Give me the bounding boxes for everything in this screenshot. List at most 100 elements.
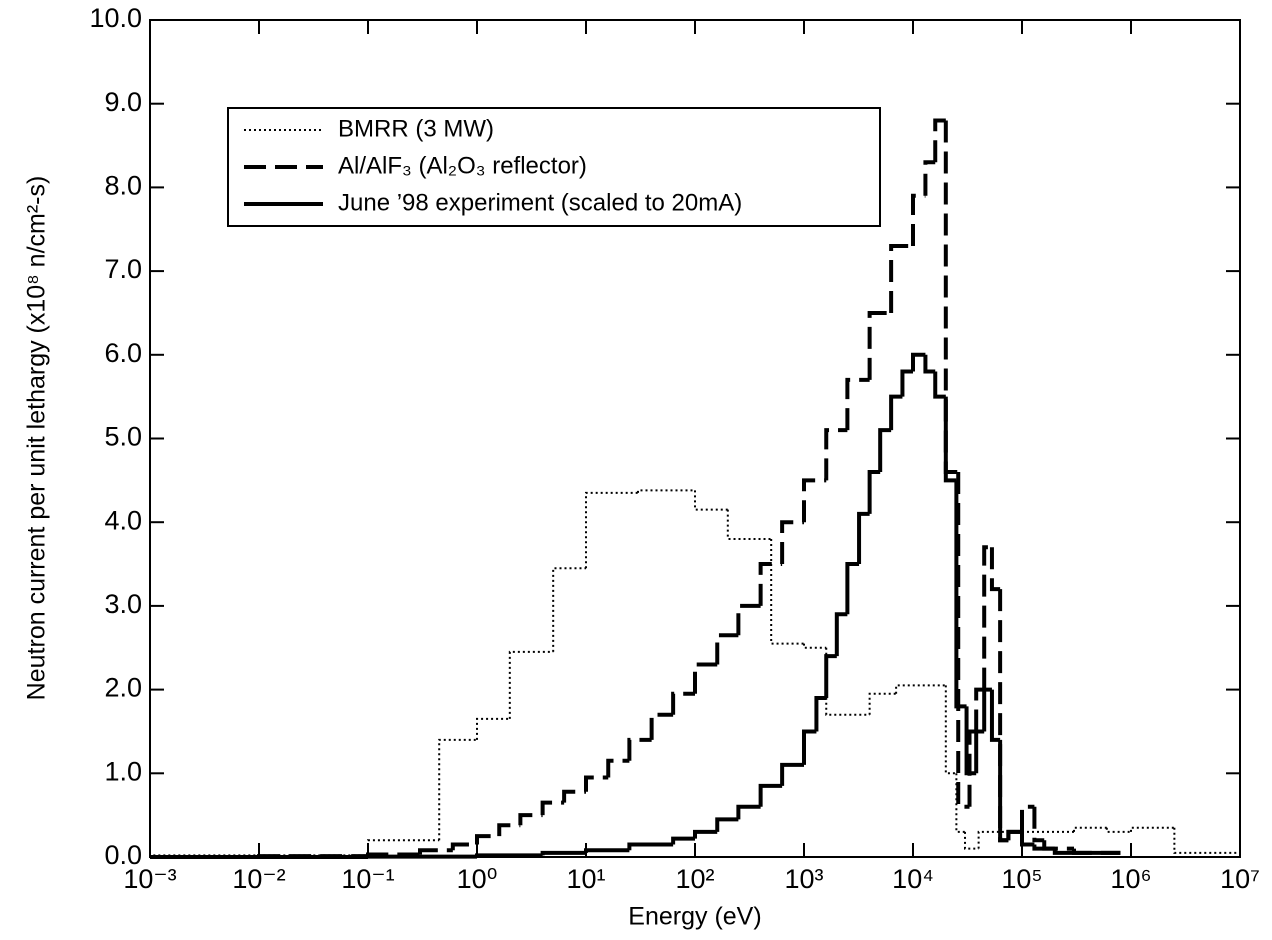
histogram-step <box>780 520 804 565</box>
histogram-step <box>982 687 992 732</box>
histogram-step <box>974 687 985 732</box>
histogram-step <box>1073 826 1107 832</box>
histogram-step <box>1130 826 1175 832</box>
histogram-step <box>867 469 881 514</box>
histogram-step <box>671 691 695 715</box>
histogram-step <box>989 689 1001 742</box>
histogram-step <box>726 509 772 540</box>
histogram-step <box>845 562 860 615</box>
histogram-step <box>758 562 783 606</box>
histogram-step <box>649 712 674 740</box>
histogram-step <box>758 783 783 807</box>
histogram-step <box>540 850 586 856</box>
histogram-step <box>693 829 718 839</box>
histogram-step <box>964 831 979 850</box>
y-tick-label: 8.0 <box>104 171 142 201</box>
histogram-step <box>889 243 913 313</box>
x-tick-label: 10⁻¹ <box>341 864 394 894</box>
histogram-step <box>802 729 817 765</box>
histogram-step <box>889 394 903 431</box>
histogram-step <box>878 428 892 472</box>
histogram-step <box>585 491 639 569</box>
histogram-step <box>770 538 804 645</box>
histogram-step <box>552 567 586 652</box>
histogram-step <box>814 695 827 732</box>
histogram-step <box>911 352 926 372</box>
histogram-step <box>982 545 992 690</box>
histogram-step <box>933 118 946 163</box>
histogram-step <box>1020 831 1035 847</box>
histogram-step <box>780 762 804 786</box>
x-tick-label: 10⁷ <box>1220 864 1260 894</box>
histogram-step <box>845 377 870 431</box>
histogram-step <box>736 804 761 820</box>
histogram-step <box>1105 827 1131 833</box>
histogram-step <box>900 369 913 397</box>
x-tick-label: 10⁶ <box>1110 864 1151 894</box>
x-axis-label: Energy (eV) <box>628 903 761 931</box>
histogram-step <box>989 547 1001 592</box>
y-tick-label: 6.0 <box>104 338 142 368</box>
y-tick-label: 4.0 <box>104 505 142 535</box>
legend-label: Al/AlF₃ (Al₂O₃ reflector) <box>338 152 587 179</box>
histogram-step <box>954 480 967 709</box>
histogram-step <box>562 789 586 803</box>
histogram-step <box>964 706 977 776</box>
histogram-step <box>868 692 897 715</box>
y-tick-label: 0.0 <box>104 840 142 870</box>
x-tick-label: 10² <box>675 864 714 894</box>
histogram-step <box>736 603 761 636</box>
histogram-step <box>857 511 870 565</box>
histogram-step <box>911 193 926 246</box>
histogram-step <box>802 478 827 523</box>
histogram-step <box>923 160 936 196</box>
histogram-step <box>825 647 870 716</box>
y-tick-label: 9.0 <box>104 87 142 117</box>
legend: BMRR (3 MW) Al/AlF₃ (Al₂O₃ reflector) June… <box>227 107 881 227</box>
histogram-step <box>694 490 728 511</box>
plot-frame <box>149 19 1241 858</box>
histogram-step <box>895 684 946 694</box>
histogram-step <box>418 848 453 855</box>
y-tick-label: 1.0 <box>104 756 142 786</box>
histogram-step <box>834 612 848 657</box>
histogram-step <box>671 836 695 845</box>
histogram-step <box>998 739 1009 843</box>
histogram-step <box>1006 829 1022 841</box>
y-tick-label: 7.0 <box>104 254 142 284</box>
histogram-step <box>967 729 977 807</box>
histogram-step <box>627 737 652 761</box>
histogram-step <box>693 662 718 694</box>
histogram-step <box>497 823 521 837</box>
histogram-step <box>438 738 477 841</box>
histogram-step <box>367 839 440 856</box>
histogram-step <box>933 371 946 399</box>
y-tick-label: 2.0 <box>104 673 142 703</box>
histogram-step <box>867 310 892 380</box>
histogram-step <box>824 428 848 481</box>
histogram-step <box>943 396 957 483</box>
y-tick-label: 5.0 <box>104 422 142 452</box>
histogram-step <box>475 834 500 845</box>
legend-box <box>227 107 881 227</box>
histogram-step <box>715 633 739 665</box>
x-tick-label: 10⁵ <box>1001 864 1042 894</box>
y-axis-label: Neutron current per unit lethargy (x10⁸ … <box>23 176 51 701</box>
histogram-step <box>1173 827 1240 854</box>
histogram-step <box>1052 848 1121 855</box>
histogram-step <box>450 842 477 851</box>
x-tick-label: 10⁰ <box>457 864 498 894</box>
histogram-step <box>803 643 827 649</box>
histogram-step <box>584 775 609 792</box>
x-tick-label: 10⁻³ <box>123 864 176 894</box>
y-tick-label: 3.0 <box>104 589 142 619</box>
histogram-step <box>508 650 554 719</box>
histogram-step <box>627 842 674 851</box>
histogram-step <box>923 354 936 374</box>
histogram-step <box>637 489 695 493</box>
legend-label: June ’98 experiment (scaled to 20mA) <box>338 189 742 216</box>
histogram-step <box>974 729 985 774</box>
legend-label: BMRR (3 MW) <box>338 115 494 142</box>
